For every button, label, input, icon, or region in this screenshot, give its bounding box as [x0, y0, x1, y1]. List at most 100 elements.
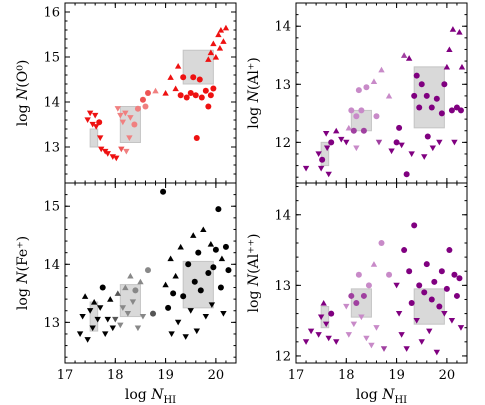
data-point [451, 271, 458, 278]
data-point [428, 296, 435, 303]
upper-limit-point [338, 136, 345, 143]
y-tick-label: 13 [274, 78, 291, 93]
upper-limit-point [113, 155, 120, 162]
data-point [192, 92, 199, 99]
data-point [353, 300, 360, 306]
upper-limit-point [395, 310, 403, 317]
lower-limit-point [107, 296, 114, 302]
data-point [456, 275, 463, 282]
range-box [89, 128, 99, 148]
lower-limit-point [370, 261, 378, 267]
upper-limit-point [91, 112, 99, 119]
upper-limit-point [323, 145, 331, 152]
data-point [443, 285, 450, 292]
upper-limit-point [112, 316, 119, 323]
upper-limit-point [94, 316, 101, 323]
data-point [191, 278, 198, 285]
data-point [142, 103, 149, 110]
data-point [205, 270, 212, 276]
y-tick-label: 16 [43, 6, 60, 21]
data-point [328, 139, 335, 146]
upper-limit-point [208, 302, 216, 308]
y-axis-label: log N(Al⁺⁺) [246, 234, 262, 313]
lower-limit-point [167, 74, 174, 80]
data-point [428, 104, 435, 111]
data-point [139, 96, 146, 103]
upper-limit-point [325, 171, 332, 178]
data-point [225, 267, 232, 274]
data-point [406, 268, 413, 275]
data-point [393, 139, 400, 146]
lower-limit-point [458, 63, 466, 70]
x-tick-label: 18 [338, 368, 355, 383]
x-tick-label: 19 [157, 368, 174, 383]
data-point [348, 107, 355, 114]
data-point [411, 92, 418, 99]
x-tick-label: 20 [439, 368, 456, 383]
upper-limit-point [429, 145, 436, 152]
lower-limit-point [205, 56, 212, 62]
lower-limit-point [449, 26, 457, 32]
x-tick-label: 17 [57, 368, 74, 383]
upper-limit-point [202, 313, 210, 320]
upper-limit-point [119, 305, 127, 311]
data-point [457, 107, 464, 114]
data-point [433, 95, 440, 102]
upper-limit-point [393, 282, 400, 289]
upper-limit-point [421, 154, 428, 160]
panel-Fe1: 13 14 15 17 18 19 20 log NHI log N(Fe⁺) [15, 182, 237, 405]
lower-limit-point [456, 29, 463, 35]
upper-limit-point [79, 313, 86, 320]
data-point [205, 103, 212, 110]
lower-limit-point [217, 27, 225, 33]
data-point [360, 127, 367, 134]
upper-limit-point [104, 316, 111, 323]
range-box [182, 260, 214, 309]
data-point [177, 92, 184, 99]
data-point [431, 278, 438, 285]
upper-limit-point [127, 115, 134, 121]
lower-limit-point [207, 49, 215, 56]
y-tick-label: 13 [274, 279, 291, 294]
data-point [436, 303, 443, 310]
upper-limit-point [315, 332, 322, 338]
data-point [160, 188, 167, 195]
lower-limit-point [127, 272, 134, 279]
upper-limit-point [102, 331, 109, 337]
lower-limit-point [162, 90, 169, 96]
data-point [413, 72, 420, 79]
upper-limit-point [451, 139, 458, 146]
upper-limit-point [368, 342, 375, 349]
data-point [187, 90, 194, 96]
lower-limit-point [172, 272, 179, 279]
data-point [222, 243, 229, 250]
data-point [416, 282, 423, 289]
data-point [401, 247, 408, 254]
lower-limit-point [81, 293, 89, 299]
y-tick-label: 14 [43, 96, 60, 111]
lower-limit-point [114, 290, 122, 296]
y-tick-label: 12 [274, 136, 291, 151]
lower-limit-point [400, 52, 408, 58]
y-axis-label: log N(Al⁺) [246, 57, 262, 128]
upper-limit-point [325, 335, 332, 342]
lower-limit-point [137, 278, 144, 285]
data-point [328, 310, 335, 317]
y-tick-label: 14 [274, 208, 291, 223]
upper-limit-point [302, 339, 310, 345]
data-point [448, 107, 455, 114]
upper-limit-point [98, 146, 105, 153]
upper-limit-point [343, 303, 350, 310]
data-point [358, 107, 365, 114]
x-tick-label: 19 [388, 368, 405, 383]
upper-limit-point [448, 318, 456, 324]
upper-limit-point [345, 332, 353, 338]
upper-limit-point [343, 139, 350, 146]
data-point [131, 121, 138, 128]
x-tick-label: 17 [288, 368, 305, 383]
data-point [150, 310, 157, 317]
upper-limit-point [426, 328, 433, 335]
upper-limit-point [398, 142, 405, 149]
lower-limit-point [443, 63, 451, 70]
lower-limit-point [218, 255, 226, 262]
